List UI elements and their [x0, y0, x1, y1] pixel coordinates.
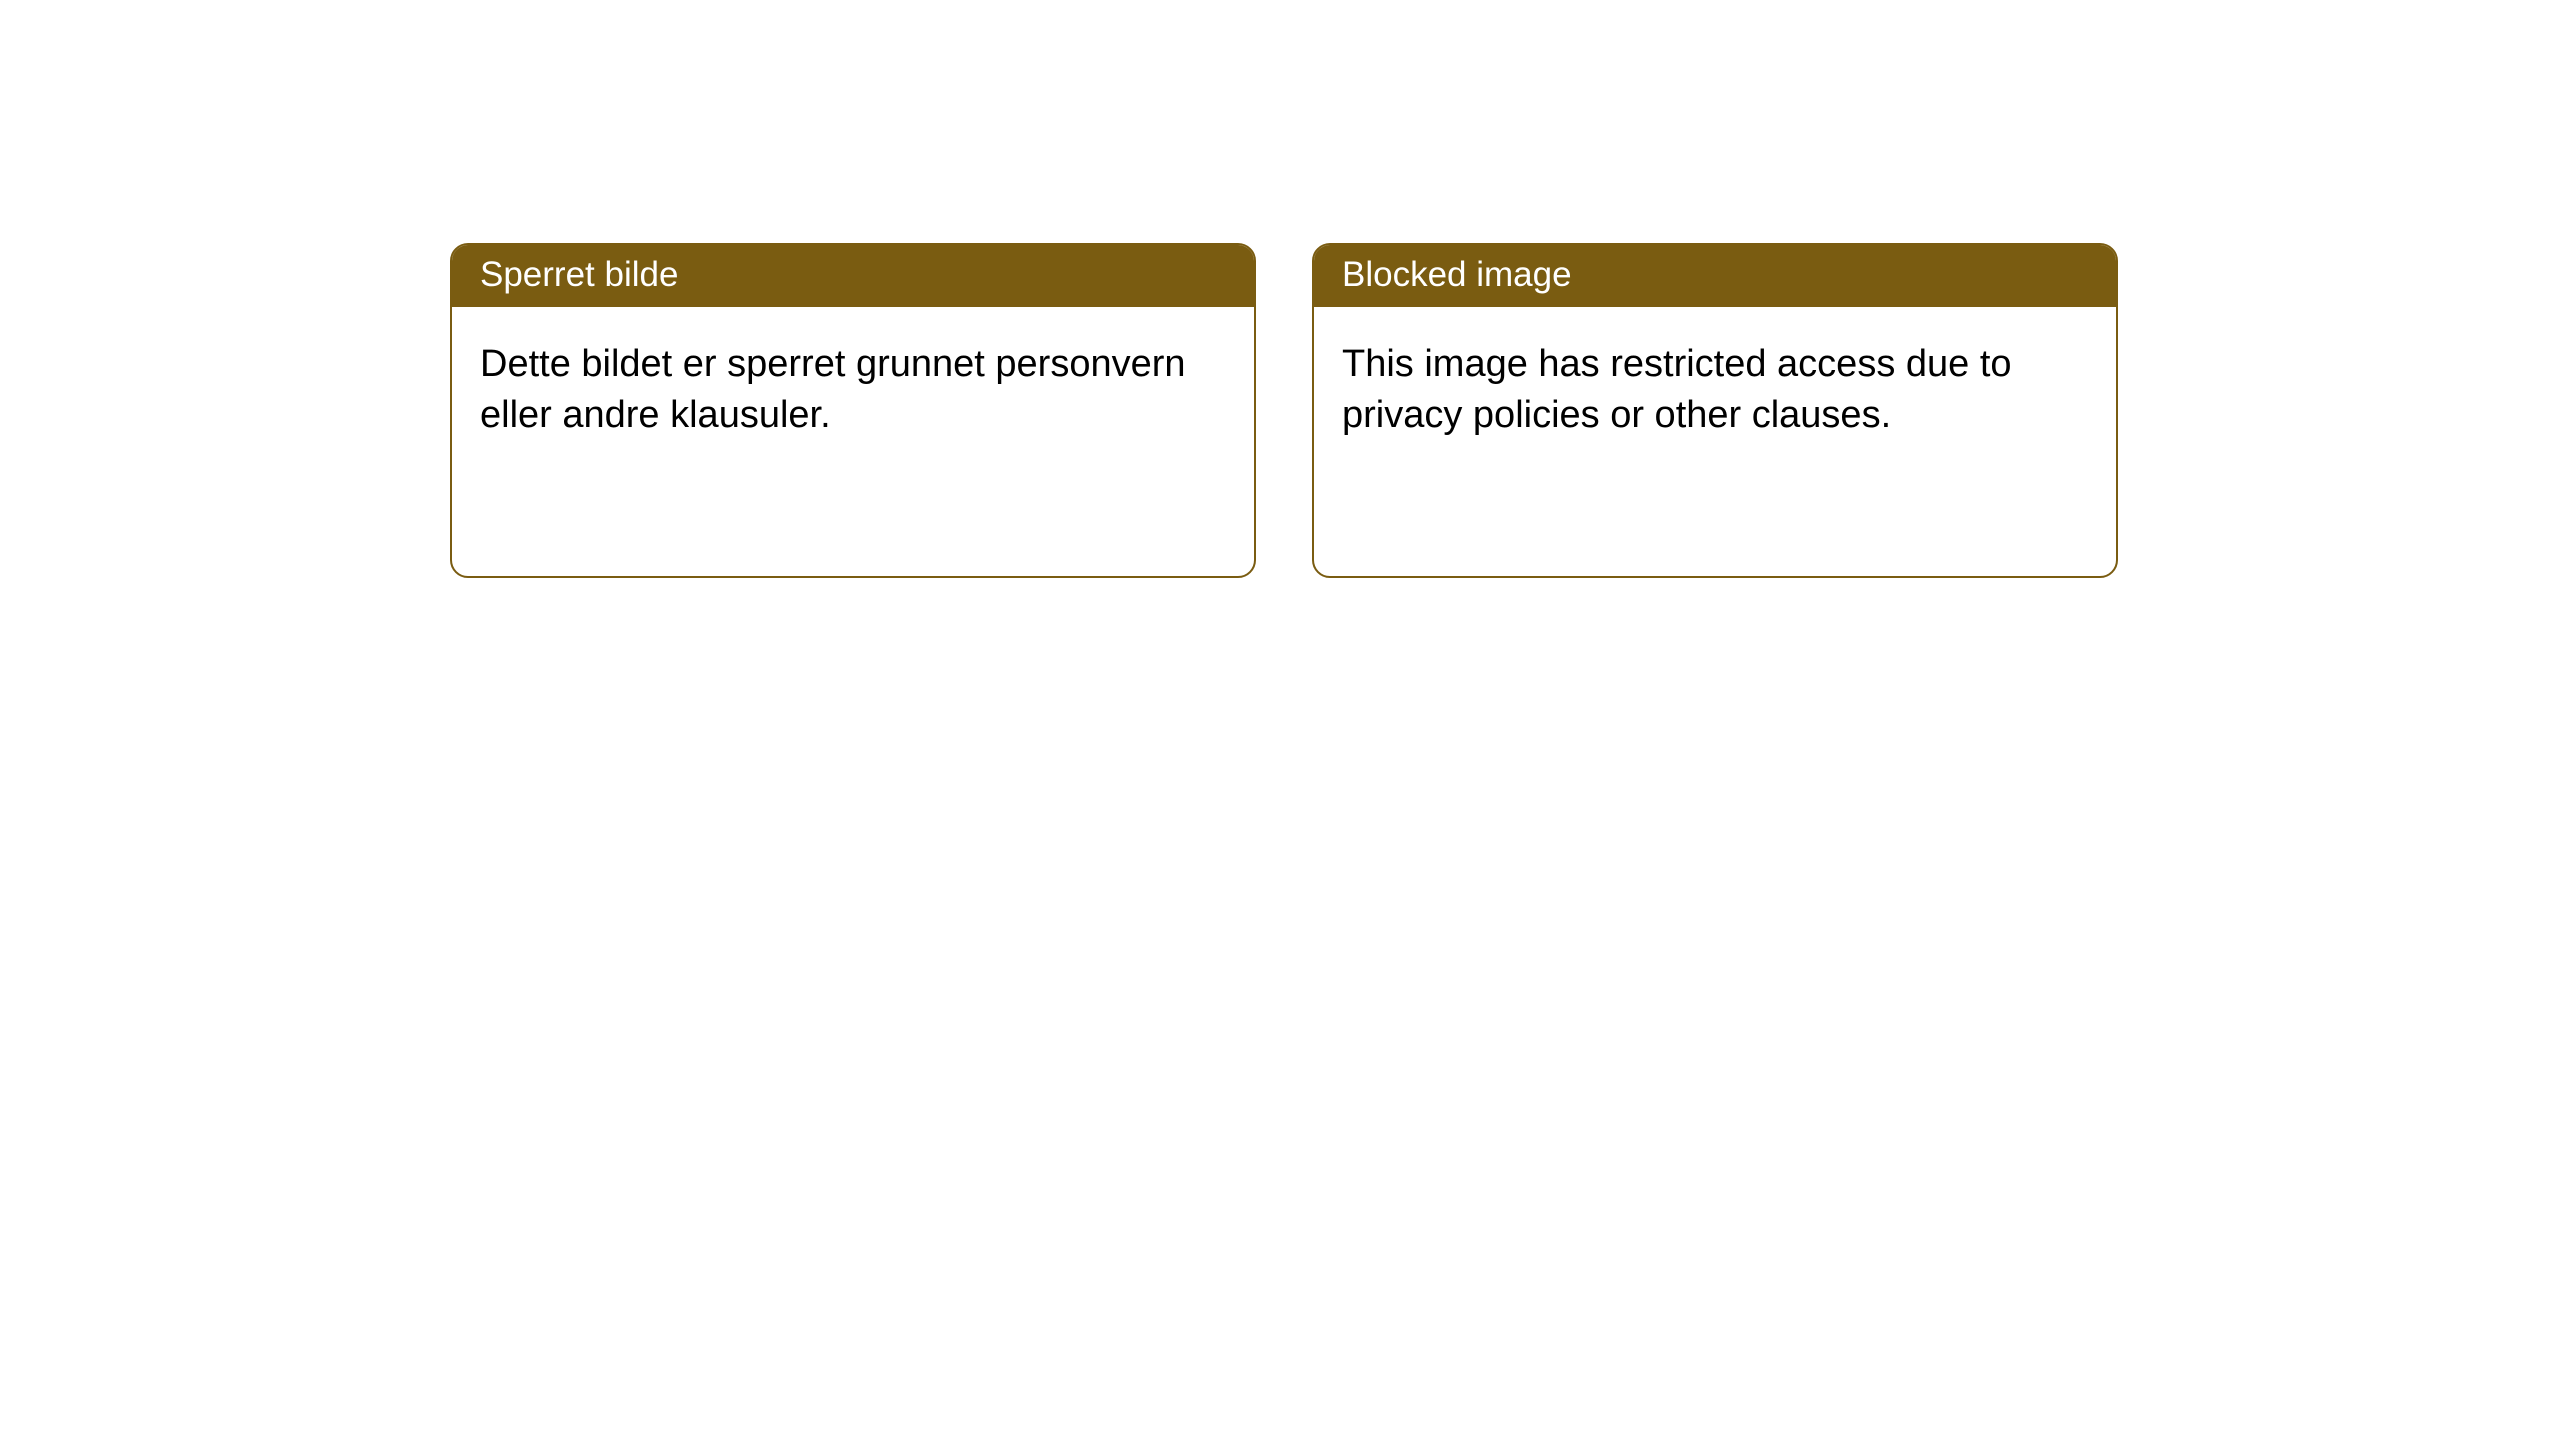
notice-body-english: This image has restricted access due to …: [1314, 307, 2116, 474]
notice-title-norwegian: Sperret bilde: [452, 245, 1254, 307]
notice-body-norwegian: Dette bildet er sperret grunnet personve…: [452, 307, 1254, 474]
notice-card-norwegian: Sperret bilde Dette bildet er sperret gr…: [450, 243, 1256, 578]
notice-title-english: Blocked image: [1314, 245, 2116, 307]
notice-container: Sperret bilde Dette bildet er sperret gr…: [450, 243, 2118, 578]
notice-card-english: Blocked image This image has restricted …: [1312, 243, 2118, 578]
